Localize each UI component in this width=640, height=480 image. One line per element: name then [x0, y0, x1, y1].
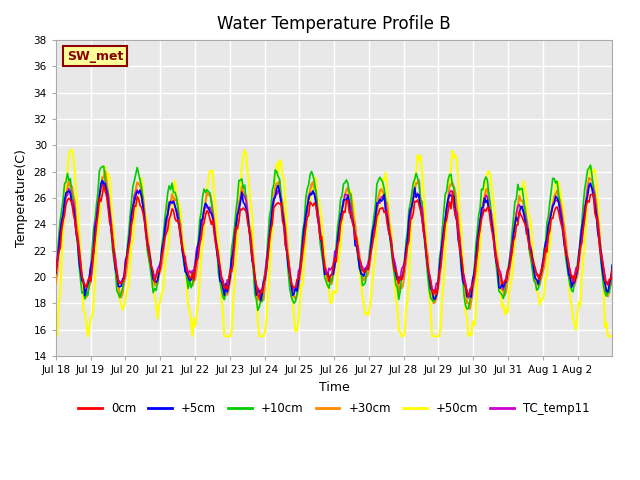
Text: SW_met: SW_met: [67, 49, 124, 62]
Title: Water Temperature Profile B: Water Temperature Profile B: [217, 15, 451, 33]
X-axis label: Time: Time: [319, 381, 349, 394]
Legend: 0cm, +5cm, +10cm, +30cm, +50cm, TC_temp11: 0cm, +5cm, +10cm, +30cm, +50cm, TC_temp1…: [74, 397, 595, 420]
Y-axis label: Temperature(C): Temperature(C): [15, 149, 28, 247]
